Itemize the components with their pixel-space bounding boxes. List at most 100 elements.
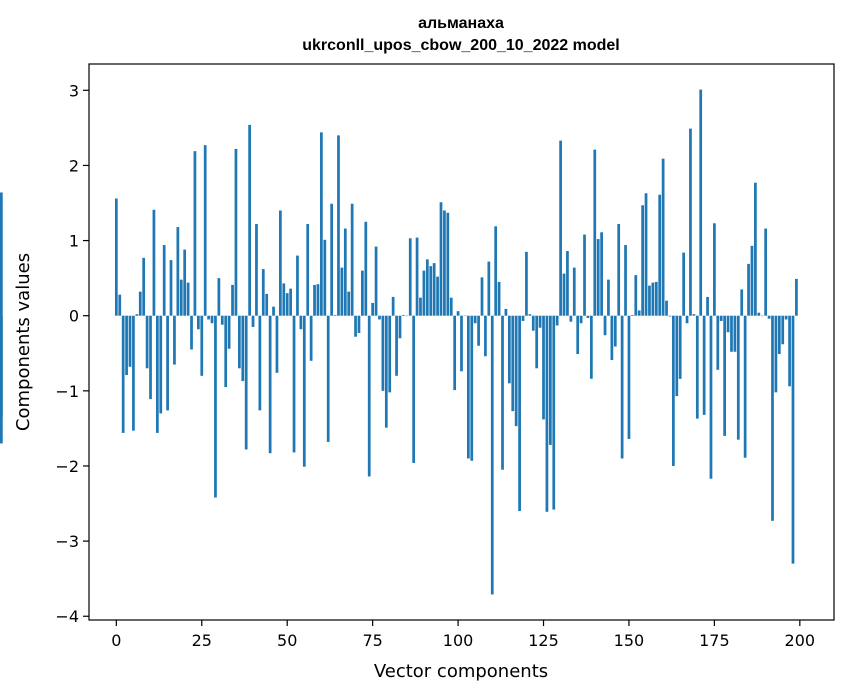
bar-118 [518, 315, 521, 512]
bar-99 [453, 315, 457, 391]
bar-129 [555, 315, 559, 326]
bar-152 [634, 275, 638, 316]
bar-141 [596, 239, 600, 316]
x-tick-label-200: 200 [785, 631, 816, 650]
bar-70 [354, 315, 357, 337]
chart-title-line-1: альманаха [418, 15, 504, 32]
bar-7 [138, 291, 142, 316]
bar-199 [795, 278, 798, 316]
bar-81 [391, 296, 395, 316]
bar-39 [248, 124, 251, 316]
bar-119 [521, 315, 525, 321]
bar-112 [497, 281, 501, 316]
y-tick-label--4: −4 [55, 607, 79, 626]
bar-19 [179, 279, 183, 316]
bar-1 [118, 294, 122, 316]
bar-147 [617, 224, 621, 316]
bar-97 [446, 212, 450, 316]
bar-40 [251, 315, 255, 327]
bar-53 [296, 255, 299, 316]
bar-48 [279, 210, 282, 316]
bar-20 [183, 249, 187, 316]
bar-63 [330, 203, 333, 316]
x-tick-label-25: 25 [192, 631, 212, 650]
bar-151 [631, 314, 634, 316]
bar-172 [702, 315, 706, 415]
bar-174 [709, 315, 713, 479]
bar-68 [347, 291, 351, 316]
bar-180 [730, 315, 733, 352]
bar-60 [320, 132, 323, 316]
bar-82 [395, 315, 398, 376]
bar-93 [432, 263, 436, 316]
bar-80 [388, 315, 392, 393]
bar-83 [398, 315, 402, 339]
bar-117 [514, 315, 518, 427]
bar-182 [736, 315, 740, 440]
bar-47 [275, 315, 279, 373]
y-axis: −4 −3 −2 −1 0 1 2 3 [55, 81, 89, 626]
bar-72 [361, 270, 364, 316]
bar-160 [661, 158, 665, 316]
bar-14 [162, 245, 166, 316]
bar-115 [507, 315, 511, 384]
bar-167 [685, 315, 689, 324]
y-tick-label-1: 1 [69, 232, 79, 251]
bar-13 [159, 315, 163, 414]
bar-124 [538, 315, 542, 328]
bar-18 [176, 227, 180, 316]
bar-149 [624, 245, 627, 316]
bar-158 [654, 281, 658, 316]
bar-123 [535, 315, 539, 369]
bar-73 [364, 221, 368, 316]
bar-26 [203, 145, 207, 316]
bar-111 [494, 226, 498, 316]
bar-155 [644, 193, 648, 316]
bar-12 [155, 315, 159, 433]
bar-153 [637, 310, 641, 316]
y-tick-label--3: −3 [55, 532, 79, 551]
bar-92 [429, 266, 433, 316]
bar-74 [367, 315, 371, 477]
bar-64 [333, 314, 337, 316]
bar-54 [299, 315, 303, 330]
bar-undefined [0, 192, 3, 316]
bar-192 [771, 315, 774, 521]
bar-38 [244, 315, 248, 450]
bar-194 [777, 315, 781, 355]
bar-77 [378, 315, 381, 320]
bar-51 [289, 288, 292, 316]
bar-29 [214, 315, 217, 498]
bar-undefined [0, 315, 3, 444]
bar-164 [675, 315, 679, 397]
bar-162 [668, 315, 672, 317]
bar-36 [238, 315, 241, 369]
bar-125 [542, 315, 545, 420]
x-tick-label-100: 100 [443, 631, 474, 650]
bar-23 [193, 151, 197, 316]
y-tick-label-3: 3 [69, 81, 79, 100]
bar-89 [419, 297, 422, 316]
bar-108 [484, 315, 487, 357]
bar-2 [121, 315, 125, 433]
bar-98 [449, 297, 453, 316]
bar-57 [309, 315, 313, 361]
bar-67 [343, 228, 347, 316]
bar-156 [648, 285, 651, 316]
bar-169 [692, 314, 696, 316]
bar-191 [767, 315, 771, 319]
bar-65 [337, 135, 340, 316]
bar-107 [480, 277, 484, 316]
bar-154 [641, 205, 644, 316]
bar-161 [665, 300, 668, 316]
bar-132 [566, 251, 569, 316]
bar-126 [545, 315, 549, 512]
bar-16 [169, 260, 173, 316]
bar-109 [487, 261, 491, 316]
bar-127 [548, 315, 552, 445]
bar-15 [166, 315, 169, 411]
bar-116 [511, 315, 515, 412]
bar-176 [716, 315, 720, 370]
bar-34 [231, 284, 234, 316]
x-tick-label-75: 75 [362, 631, 382, 650]
